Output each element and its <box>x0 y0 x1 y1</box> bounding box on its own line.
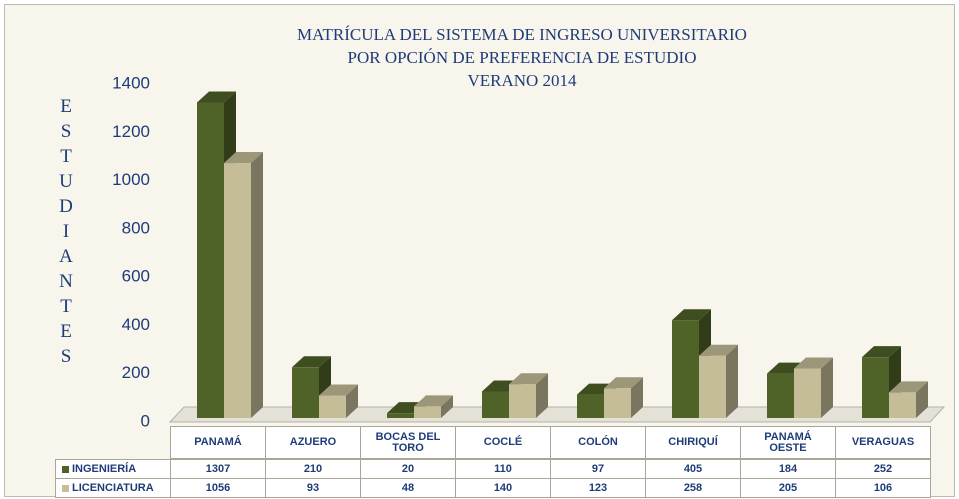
bar-front <box>604 388 631 418</box>
bar-top <box>794 357 833 369</box>
category-label: AZUERO <box>265 426 361 459</box>
bar-front <box>577 394 604 418</box>
table-value: 20 <box>360 459 456 479</box>
table-value: 110 <box>455 459 551 479</box>
bar-side <box>821 357 833 418</box>
bar-side <box>916 381 928 418</box>
y-tick-label: 800 <box>122 218 150 237</box>
bar-top <box>672 309 711 321</box>
category-label: BOCAS DEL TORO <box>360 426 456 459</box>
table-value: 184 <box>740 459 836 479</box>
bar-side <box>726 344 738 418</box>
table-value: 97 <box>550 459 646 479</box>
legend-label: LICENCIATURA <box>72 481 154 494</box>
bar <box>794 357 833 418</box>
chart-title: MATRÍCULA DEL SISTEMA DE INGRESO UNIVERS… <box>297 25 747 44</box>
bar-top <box>224 152 263 164</box>
table-value: 1307 <box>170 459 266 479</box>
table-value: 210 <box>265 459 361 479</box>
category-label: CHIRIQUÍ <box>645 426 741 459</box>
y-tick-label: 1000 <box>112 170 150 189</box>
bar <box>319 384 358 418</box>
bar-front <box>319 395 346 418</box>
bar-side <box>346 384 358 418</box>
bar-front <box>699 355 726 418</box>
y-tick-label: 600 <box>122 267 150 286</box>
bar <box>699 344 738 418</box>
bar <box>414 395 453 418</box>
bar-front <box>224 163 251 418</box>
bar-top <box>509 373 548 385</box>
chart-title: POR OPCIÓN DE PREFERENCIA DE ESTUDIO <box>348 48 697 67</box>
legend-label: INGENIERÍA <box>72 462 137 475</box>
category-label: VERAGUAS <box>835 426 931 459</box>
chart-title: VERANO 2014 <box>467 71 577 90</box>
y-tick-label: 200 <box>122 363 150 382</box>
table-value: 258 <box>645 478 741 498</box>
bar <box>224 152 263 418</box>
bar-side <box>536 373 548 418</box>
bar-top <box>414 395 453 407</box>
bar-front <box>794 368 821 418</box>
bar-front <box>482 391 509 418</box>
bar-front <box>889 392 916 418</box>
bar <box>862 346 901 418</box>
bar-top <box>604 377 643 389</box>
table-value: 252 <box>835 459 931 479</box>
category-label: PANAMÁ <box>170 426 266 459</box>
category-label: COLÓN <box>550 426 646 459</box>
bar <box>604 377 643 418</box>
bar-front <box>387 413 414 418</box>
y-tick-label: 400 <box>122 315 150 334</box>
bar-top <box>292 356 331 368</box>
legend-entry: LICENCIATURA <box>55 478 171 498</box>
y-tick-label: 1200 <box>112 122 150 141</box>
category-label: COCLÉ <box>455 426 551 459</box>
table-value: 106 <box>835 478 931 498</box>
table-value: 123 <box>550 478 646 498</box>
table-value: 93 <box>265 478 361 498</box>
y-tick-label: 0 <box>141 411 150 430</box>
bar-top <box>862 346 901 358</box>
y-axis-label: ESTUDIANTES <box>56 96 77 371</box>
bar-front <box>509 384 536 418</box>
bar-front <box>292 367 319 418</box>
floor <box>168 406 946 423</box>
bar-side <box>631 377 643 418</box>
bar-top <box>197 91 236 103</box>
y-tick-label: 1400 <box>112 73 150 92</box>
legend-swatch <box>62 465 69 473</box>
legend-entry: INGENIERÍA <box>55 459 171 479</box>
table-value: 140 <box>455 478 551 498</box>
bar-front <box>767 373 794 418</box>
bar <box>889 381 928 418</box>
bar-top <box>319 384 358 396</box>
legend-swatch <box>62 484 69 492</box>
bar-side <box>251 152 263 418</box>
bar-front <box>197 102 224 419</box>
table-value: 205 <box>740 478 836 498</box>
bar <box>509 373 548 418</box>
bar-top <box>889 381 928 393</box>
category-label: PANAMÁ OESTE <box>740 426 836 459</box>
bar-front <box>414 406 441 418</box>
bar-side <box>441 395 453 418</box>
table-value: 405 <box>645 459 741 479</box>
table-value: 48 <box>360 478 456 498</box>
bar-front <box>672 320 699 418</box>
bar-top <box>699 344 738 356</box>
table-value: 1056 <box>170 478 266 498</box>
bar-front <box>862 357 889 418</box>
